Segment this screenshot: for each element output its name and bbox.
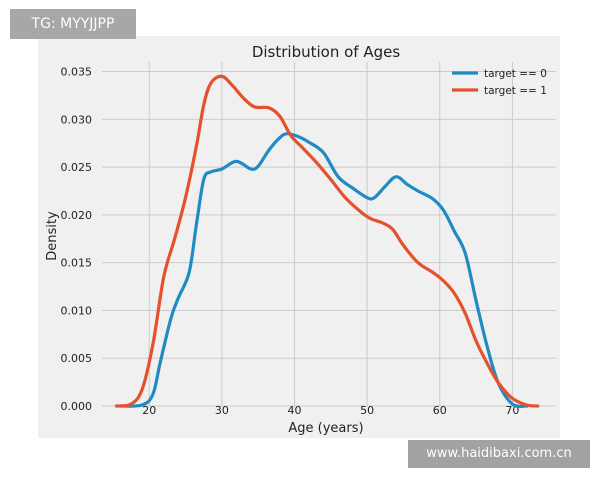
series-lines xyxy=(114,74,540,409)
density-chart: Distribution of Ages 0.000 0.005 0.010 0.01… xyxy=(45,43,556,436)
y-tick-labels: 0.000 0.005 0.010 0.015 0.020 0.025 0.030 0.035 xyxy=(61,66,93,413)
watermark-top-left: TG: MYYJJPP xyxy=(10,9,136,39)
legend: target == 0 target == 1 xyxy=(452,68,547,97)
chart-figure: Distribution of Ages 0.000 0.005 0.010 0.01… xyxy=(38,36,560,438)
x-tick-label: 20 xyxy=(142,404,156,417)
series-line-0 xyxy=(118,132,529,409)
x-tick-label: 30 xyxy=(215,404,229,417)
y-tick-label: 0.005 xyxy=(61,352,93,365)
y-tick-label: 0.030 xyxy=(61,113,93,126)
chart-title: Distribution of Ages xyxy=(252,43,401,61)
legend-label-1: target == 1 xyxy=(484,85,547,97)
x-axis-label: Age (years) xyxy=(288,421,363,436)
legend-label-0: target == 0 xyxy=(484,68,547,80)
watermark-bottom-right: www.haidibaxi.com.cn xyxy=(408,440,590,468)
x-tick-label: 40 xyxy=(287,404,301,417)
y-axis-label: Density xyxy=(45,211,60,261)
y-tick-label: 0.015 xyxy=(61,257,93,270)
y-tick-label: 0.025 xyxy=(61,161,93,174)
x-tick-label: 60 xyxy=(433,404,447,417)
series-line-1 xyxy=(114,74,540,408)
y-tick-label: 0.035 xyxy=(61,66,93,79)
y-tick-label: 0.000 xyxy=(61,400,93,413)
y-tick-label: 0.010 xyxy=(61,304,93,317)
x-tick-label: 50 xyxy=(360,404,374,417)
y-tick-label: 0.020 xyxy=(61,209,93,222)
grid-lines xyxy=(102,62,556,407)
